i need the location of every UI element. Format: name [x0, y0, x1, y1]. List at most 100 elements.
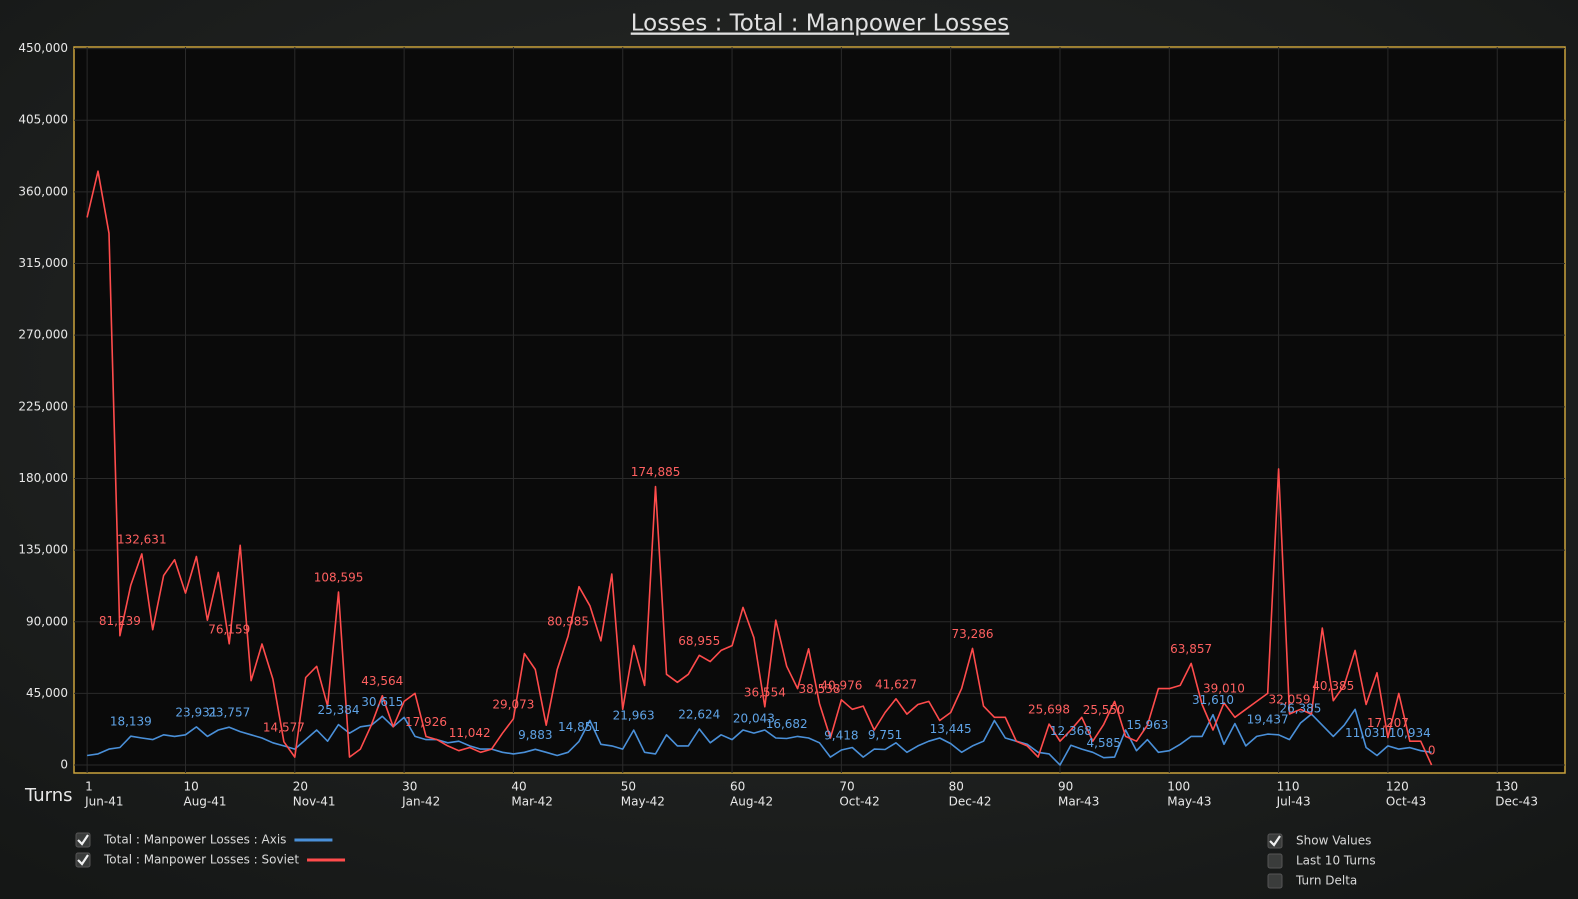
x-tick-date: Mar-43	[1058, 795, 1099, 809]
value-label: 23,931	[175, 705, 217, 719]
value-label: 12,368	[1050, 724, 1092, 738]
x-tick-date: Aug-41	[183, 795, 226, 809]
value-label: 80,985	[547, 615, 589, 629]
y-tick-label: 45,000	[26, 686, 68, 700]
value-label: 10,934	[1389, 726, 1431, 740]
x-tick-label: 10	[183, 780, 198, 794]
x-tick-date: May-43	[1167, 795, 1211, 809]
value-label: 132,631	[117, 532, 167, 546]
x-tick-date: Nov-41	[293, 795, 336, 809]
checkmark[interactable]	[1269, 835, 1281, 847]
value-label: 4,585	[1087, 736, 1121, 750]
value-label: 9,418	[824, 729, 858, 743]
x-tick-label: 20	[293, 780, 308, 794]
x-tick-date: May-42	[621, 795, 665, 809]
chart-title: Losses : Total : Manpower Losses	[631, 11, 1010, 37]
y-tick-label: 135,000	[18, 543, 68, 557]
x-tick-label: 1	[85, 780, 93, 794]
value-label: 25,550	[1083, 703, 1125, 717]
value-label: 31,610	[1192, 693, 1234, 707]
plot-area	[73, 46, 1566, 774]
y-tick-label: 360,000	[18, 184, 68, 198]
value-label: 23,757	[208, 706, 250, 720]
value-label: 22,624	[678, 708, 720, 722]
control-label[interactable]: Turn Delta	[1295, 874, 1357, 888]
value-label: 17,207	[1367, 716, 1409, 730]
value-label: 11,031	[1345, 726, 1387, 740]
value-label: 17,926	[405, 715, 447, 729]
y-tick-label: 315,000	[18, 256, 68, 270]
value-label: 29,073	[492, 697, 534, 711]
value-label: 9,751	[868, 728, 902, 742]
legend-label: Total : Manpower Losses : Soviet	[103, 853, 299, 867]
value-label: 40,385	[1312, 679, 1354, 693]
x-tick-date: Dec-42	[949, 795, 992, 809]
checkmark[interactable]	[77, 854, 89, 866]
value-label: 76,159	[208, 622, 250, 636]
x-tick-date: Dec-43	[1495, 795, 1538, 809]
x-axis-label: Turns	[24, 785, 73, 806]
value-label: 20,043	[733, 712, 775, 726]
series-line	[86, 170, 1433, 766]
x-tick-date: Jul-43	[1276, 795, 1311, 809]
checkmark[interactable]	[77, 834, 89, 846]
value-label: 13,445	[930, 722, 972, 736]
value-label: 11,042	[449, 726, 491, 740]
x-tick-date: Oct-43	[1386, 795, 1426, 809]
value-label: 32,059	[1269, 692, 1311, 706]
value-label: 16,682	[766, 717, 808, 731]
control-label[interactable]: Show Values	[1296, 834, 1371, 848]
value-label: 14,577	[263, 720, 305, 734]
legend-label: Total : Manpower Losses : Axis	[103, 833, 286, 847]
x-tick-date: Mar-42	[511, 795, 552, 809]
y-tick-label: 90,000	[26, 614, 68, 628]
x-tick-date: Jun-41	[84, 795, 123, 809]
value-label: 81,239	[99, 614, 141, 628]
x-tick-label: 80	[949, 780, 964, 794]
value-label: 36,554	[744, 685, 786, 699]
x-tick-label: 30	[402, 780, 417, 794]
value-label: 41,627	[875, 677, 917, 691]
y-tick-label: 225,000	[18, 399, 68, 413]
value-label: 14,851	[558, 720, 600, 734]
x-tick-label: 90	[1058, 780, 1073, 794]
value-label: 174,885	[631, 465, 681, 479]
y-tick-label: 405,000	[18, 113, 68, 127]
value-label: 30,615	[361, 695, 403, 709]
value-label: 25,384	[318, 703, 360, 717]
x-tick-date: Aug-42	[730, 795, 773, 809]
x-tick-label: 50	[621, 780, 636, 794]
value-label: 108,595	[314, 571, 364, 585]
value-label: 21,963	[613, 709, 655, 723]
value-label: 9,883	[518, 728, 552, 742]
x-tick-date: Oct-42	[839, 795, 879, 809]
checkbox[interactable]	[1267, 853, 1283, 869]
x-tick-label: 130	[1495, 780, 1518, 794]
x-tick-label: 120	[1386, 780, 1409, 794]
value-label: 38,538	[799, 682, 841, 696]
value-label: 39,010	[1203, 681, 1245, 695]
value-label: 15,963	[1126, 718, 1168, 732]
value-label: 25,698	[1028, 703, 1070, 717]
value-label: 68,955	[678, 634, 720, 648]
x-tick-label: 110	[1277, 780, 1300, 794]
value-label: 40,976	[820, 678, 862, 692]
y-tick-label: 270,000	[18, 328, 68, 342]
x-tick-label: 70	[839, 780, 854, 794]
x-tick-label: 40	[511, 780, 526, 794]
value-label: 43,564	[361, 674, 403, 688]
checkbox[interactable]	[1267, 873, 1283, 889]
y-tick-label: 0	[60, 758, 68, 772]
value-label: 18,139	[110, 715, 152, 729]
control-label[interactable]: Last 10 Turns	[1296, 854, 1376, 868]
value-label: 0	[1428, 744, 1436, 758]
value-label: 63,857	[1170, 642, 1212, 656]
x-tick-label: 100	[1167, 780, 1190, 794]
x-tick-label: 60	[730, 780, 745, 794]
series-line	[86, 708, 1432, 766]
y-tick-label: 450,000	[18, 41, 68, 55]
y-tick-label: 180,000	[18, 471, 68, 485]
value-label: 73,286	[952, 627, 994, 641]
value-label: 26,385	[1279, 702, 1321, 716]
